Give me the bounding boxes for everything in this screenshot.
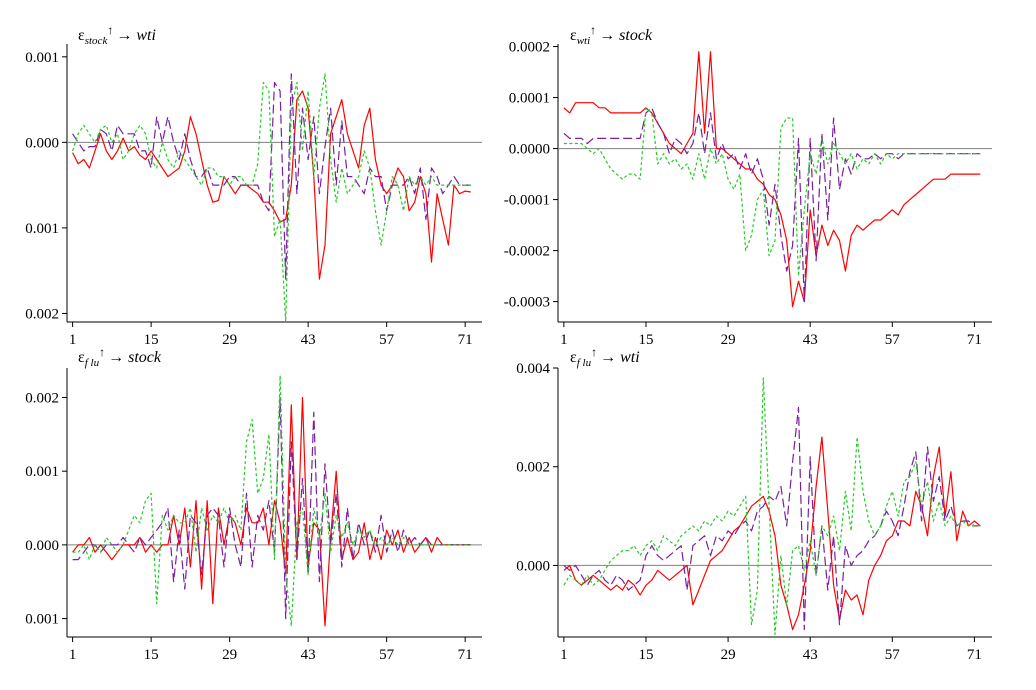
series-line-3 — [563, 377, 981, 636]
x-tick-label: 29 — [721, 647, 736, 663]
chart-title: εf lu↑ → stock — [78, 345, 162, 369]
x-tick-label: 43 — [803, 332, 818, 348]
x-tick-label: 1 — [560, 647, 568, 663]
x-tick-label: 71 — [458, 647, 473, 663]
x-tick-label: 71 — [967, 332, 982, 348]
series-line-2 — [563, 406, 981, 631]
x-tick-label: 43 — [803, 647, 818, 663]
x-tick-label: 57 — [885, 332, 901, 348]
y-tick-label: 0.002 — [25, 390, 59, 406]
series-line-3 — [72, 374, 471, 627]
chart-title: εf lu↑ → wti — [570, 345, 640, 369]
series-line-3 — [72, 73, 471, 323]
y-tick-label: 0.000 — [25, 538, 59, 554]
x-tick-label: 1 — [69, 332, 77, 348]
y-tick-label: 0.001 — [25, 50, 59, 66]
series-line-2 — [72, 396, 471, 620]
y-tick-label: 0.000 — [516, 558, 550, 574]
x-tick-label: 57 — [885, 647, 901, 663]
chart-panel-1: 0.001 0.000 0.001 0.002 1 15 29 43 57 71 εstock↑ → … — [25, 23, 482, 348]
x-tick-label: 57 — [379, 647, 395, 663]
x-tick-label: 71 — [458, 332, 473, 348]
chart-panel-2: 0.0002 0.0001 0.0000 -0.0001 -0.0002 -0.0003 1… — [504, 23, 992, 348]
y-tick-label: -0.0001 — [504, 193, 550, 209]
x-tick-label: 15 — [638, 332, 653, 348]
x-tick-label: 1 — [69, 647, 77, 663]
x-tick-label: 71 — [967, 647, 982, 663]
y-tick-label: 0.001 — [25, 612, 59, 628]
chart-panel-4: 0.004 0.002 0.000 1 15 29 43 57 71 εf lu↑ → wti — [516, 345, 992, 663]
y-tick-label: -0.0002 — [504, 244, 550, 260]
y-tick-label: 0.000 — [25, 135, 59, 151]
y-tick-label: -0.0003 — [504, 295, 550, 311]
x-tick-label: 29 — [222, 332, 237, 348]
x-tick-label: 15 — [638, 647, 653, 663]
y-tick-label: 0.0002 — [509, 40, 550, 56]
series-line-2 — [563, 107, 981, 303]
series-line-1 — [563, 436, 981, 631]
series-line-1 — [72, 90, 471, 280]
y-tick-label: 0.001 — [25, 464, 59, 480]
x-tick-label: 43 — [301, 332, 316, 348]
y-tick-label: 0.002 — [516, 460, 550, 476]
x-tick-label: 29 — [721, 332, 736, 348]
y-tick-label: 0.001 — [25, 221, 59, 237]
x-tick-label: 29 — [222, 647, 237, 663]
x-tick-label: 57 — [379, 332, 395, 348]
series-line-2 — [72, 73, 471, 280]
chart-panel-3: 0.002 0.001 0.000 0.001 1 15 29 43 57 71 εf lu↑ → s… — [25, 345, 482, 663]
y-tick-label: 0.004 — [516, 361, 550, 377]
x-tick-label: 15 — [144, 647, 159, 663]
y-tick-label: 0.0001 — [509, 91, 550, 107]
chart-title: εwti↑ → stock — [570, 23, 653, 47]
y-tick-label: 0.0000 — [509, 142, 550, 158]
chart-title: εstock↑ → wti — [78, 23, 156, 47]
x-tick-label: 43 — [301, 647, 316, 663]
x-tick-label: 1 — [560, 332, 568, 348]
series-line-1 — [563, 51, 981, 308]
x-tick-label: 15 — [144, 332, 159, 348]
y-tick-label: 0.002 — [25, 306, 59, 322]
